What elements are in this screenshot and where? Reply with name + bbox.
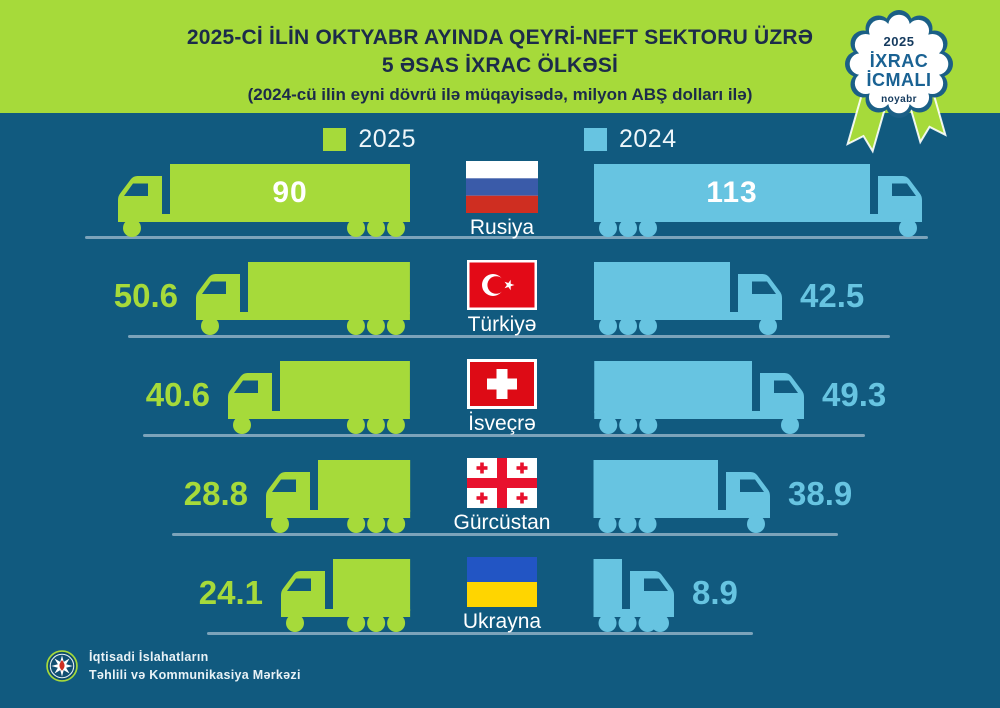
legend-swatch-2024-icon [584,127,607,151]
truck-2024-icon [594,361,804,435]
country-label: İsveçrə [468,412,536,435]
truck-2024-icon [594,262,782,336]
country-zone: İsveçrə [412,359,592,435]
truck-2024-icon [593,460,770,534]
country-zone: Ukrayna [412,557,592,633]
footer-organization-name: İqtisadi İslahatların Təhlili və Kommuni… [89,648,301,684]
truck-2025-icon [266,460,411,534]
truck-2025-icon: 90 [118,164,410,238]
country-row-ukrayna: 24.1 Ukrayna 8.9 [0,557,1000,635]
value-2024: 49.3 [822,375,887,413]
badge-month: noyabr [881,94,917,105]
country-row-türkiyə: 50.6 Türkiyə 42.5 [0,260,1000,338]
value-2024: 8.9 [692,573,738,611]
truck-2025-icon [196,262,410,336]
bar-2024-zone: 38.9 [592,458,1000,534]
road-line [143,434,865,437]
country-label: Gürcüstan [453,511,551,534]
road-line [207,632,753,635]
page-subtitle: (2024-cü ilin eyni dövrü ilə müqayisədə,… [247,84,753,104]
road-line [85,236,928,239]
value-2024: 42.5 [800,276,865,314]
title-line-1: 2025-Cİ İLİN OKTYABR AYINDA QEYRİ-NEFT S… [186,26,814,49]
bar-2024-zone: 113 [592,161,1000,239]
value-2025: 40.6 [145,375,210,413]
legend-swatch-2025-icon [323,127,347,151]
bar-2025-zone: 40.6 [0,359,412,435]
footer-line-2: Təhlili və Kommunikasiya Mərkəzi [89,667,301,682]
svg-text:90: 90 [272,176,307,209]
country-row-i̇sveçrə: 40.6 İsveçrə 49.3 [0,359,1000,437]
switzerland-flag-icon [467,359,537,409]
bar-2025-zone: 24.1 [0,557,412,633]
value-2025: 50.6 [113,276,178,314]
country-zone: Rusiya [412,161,592,239]
badge-title-line-1: İXRAC [869,51,929,71]
badge-seal-icon [845,10,953,154]
road-line [172,533,838,536]
value-2024: 38.9 [788,474,853,512]
legend: 2025 2024 [0,125,1000,154]
value-2025: 28.8 [183,474,248,512]
road-line [128,335,890,338]
country-label: Rusiya [469,216,535,239]
legend-label-2025: 2025 [358,124,416,153]
footer-line-1: İqtisadi İslahatların [89,649,209,664]
legend-item-2025: 2025 [323,125,416,154]
bar-2024-zone: 8.9 [592,557,1000,633]
header-band: 2025-Cİ İLİN OKTYABR AYINDA QEYRİ-NEFT S… [0,0,1000,113]
turkey-flag-icon [467,260,537,310]
country-zone: Türkiyə [412,260,592,336]
bar-2025-zone: 50.6 [0,260,412,336]
truck-2025-icon [228,361,410,435]
footer: İqtisadi İslahatların Təhlili və Kommuni… [46,648,301,684]
truck-2025-icon [281,559,411,633]
russia-flag-icon [466,161,538,213]
ukraine-flag-icon [467,557,537,607]
badge-title-line-2: İCMALI [866,70,932,90]
country-label: Ukrayna [462,610,542,633]
bar-2025-zone: 28.8 [0,458,412,534]
legend-item-2024: 2024 [584,125,677,154]
legend-label-2024: 2024 [619,124,677,153]
truck-2024-icon [593,559,674,633]
bar-2025-zone: 90 [0,161,412,239]
value-2025: 24.1 [198,573,263,611]
ixrac-icmali-badge: 2025 İXRAC İCMALI noyabr [834,8,964,166]
chart-rows: 90 Rusiya 113 50.6 Türkiyə [0,161,1000,635]
svg-text:113: 113 [706,176,757,209]
truck-2024-icon: 113 [594,164,922,238]
country-zone: Gürcüstan [412,458,592,534]
badge-year: 2025 [883,34,915,49]
bar-2024-zone: 42.5 [592,260,1000,336]
page-title: 2025-Cİ İLİN OKTYABR AYINDA QEYRİ-NEFT S… [0,24,1000,80]
country-row-rusiya: 90 Rusiya 113 [0,161,1000,239]
bar-2024-zone: 49.3 [592,359,1000,435]
georgia-flag-icon [467,458,537,508]
organization-emblem-icon [46,650,78,682]
country-label: Türkiyə [467,313,537,336]
title-line-2: 5 ƏSAS İXRAC ÖLKƏSİ [381,53,619,77]
country-row-gürcüstan: 28.8 Gürcüstan 38.9 [0,458,1000,536]
